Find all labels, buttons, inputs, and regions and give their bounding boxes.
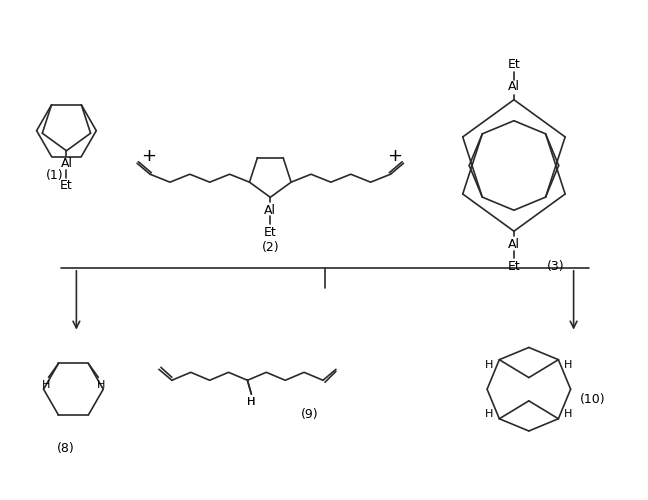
Text: H: H (248, 397, 255, 407)
Text: H: H (485, 409, 494, 419)
Text: H: H (564, 360, 573, 370)
Text: H: H (97, 380, 106, 390)
Text: H: H (564, 409, 573, 419)
Text: H: H (42, 380, 51, 390)
Text: H: H (485, 360, 494, 370)
Text: Al: Al (508, 80, 520, 94)
Text: (1): (1) (46, 168, 64, 181)
Text: +: + (387, 146, 402, 164)
Text: +: + (141, 146, 156, 164)
Text: Al: Al (508, 238, 520, 250)
Text: (8): (8) (56, 442, 75, 456)
Text: Et: Et (60, 179, 73, 192)
Text: (3): (3) (547, 260, 564, 272)
Text: Et: Et (507, 58, 520, 71)
Text: Et: Et (264, 226, 277, 238)
Text: (9): (9) (301, 408, 319, 420)
Text: (2): (2) (262, 240, 279, 254)
Text: (10): (10) (580, 392, 605, 406)
Text: Al: Al (60, 157, 73, 170)
Text: Al: Al (264, 204, 276, 216)
Text: H: H (248, 397, 255, 407)
Text: Et: Et (507, 260, 520, 272)
